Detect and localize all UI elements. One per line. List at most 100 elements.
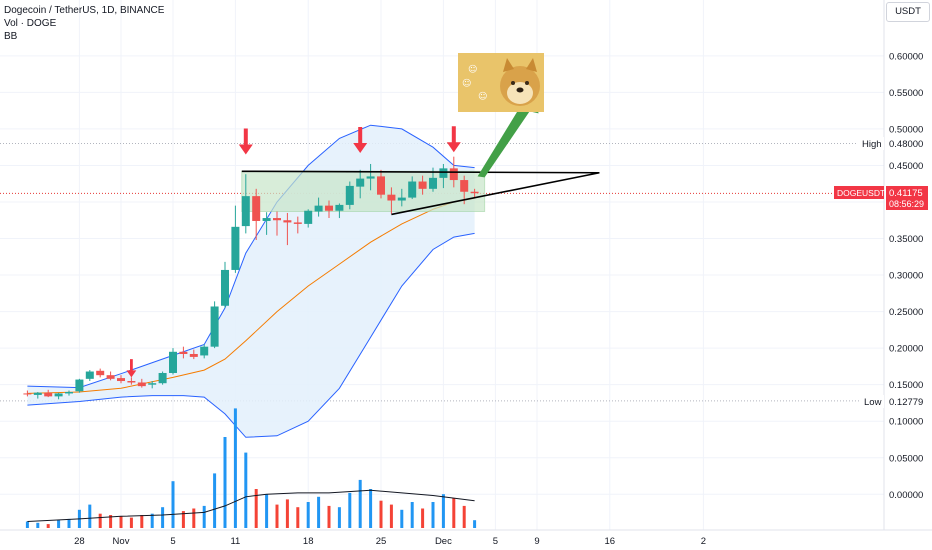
volume-bar bbox=[171, 481, 175, 528]
volume-bar bbox=[119, 516, 123, 528]
volume-bar bbox=[254, 489, 258, 528]
volume-bar bbox=[421, 508, 425, 528]
doge-meme-image: ☺ ☺ ☺ bbox=[458, 53, 544, 112]
candle-body bbox=[366, 176, 375, 179]
volume-bar bbox=[213, 473, 217, 528]
candle-body bbox=[137, 382, 146, 387]
high-name-box bbox=[858, 137, 884, 150]
chart-legend: Dogecoin / TetherUS, 1D, BINANCE Vol · D… bbox=[4, 4, 164, 43]
candle-body bbox=[148, 383, 157, 385]
volume-bar bbox=[46, 524, 50, 528]
volume-bar bbox=[233, 408, 237, 528]
candle-body bbox=[449, 168, 458, 181]
candle-body bbox=[85, 371, 94, 379]
candle-body bbox=[117, 378, 125, 382]
x-tick-label: 9 bbox=[534, 536, 539, 547]
x-tick-label: 2 bbox=[701, 536, 706, 547]
candle-body bbox=[356, 178, 365, 187]
volume-bar bbox=[285, 499, 289, 528]
candle-body bbox=[418, 181, 427, 189]
x-tick-label: 18 bbox=[303, 536, 314, 547]
price-tag bbox=[886, 186, 928, 210]
candle-body bbox=[169, 351, 177, 373]
volume-bar bbox=[181, 511, 185, 528]
red-down-arrow bbox=[126, 359, 137, 378]
candle-body bbox=[470, 191, 479, 194]
high-name-label: High bbox=[862, 139, 882, 150]
volume-bar bbox=[358, 479, 362, 528]
range-box bbox=[241, 170, 486, 212]
candles-layer bbox=[23, 156, 479, 400]
candle-body bbox=[210, 306, 219, 347]
volume-bar bbox=[400, 509, 404, 528]
y-tick-label: 0.20000 bbox=[889, 344, 923, 355]
candle-body bbox=[314, 205, 323, 212]
candle-body bbox=[179, 351, 188, 354]
candle-body bbox=[304, 210, 313, 224]
candle-body bbox=[377, 176, 385, 195]
candle-body bbox=[252, 196, 261, 221]
volume-bar bbox=[67, 518, 71, 528]
candle-body bbox=[189, 353, 198, 357]
volume-bar bbox=[275, 504, 279, 528]
range-box-layer bbox=[241, 170, 486, 212]
symbol-tag bbox=[834, 186, 884, 199]
volume-ma-line bbox=[27, 489, 475, 522]
x-tick-label: 28 bbox=[74, 536, 85, 547]
candle-body bbox=[262, 218, 271, 221]
price-axis: 0.600000.550000.500000.450000.400000.350… bbox=[883, 0, 932, 550]
volume-bar bbox=[88, 504, 92, 528]
low-value-label: 0.12779 bbox=[889, 397, 923, 408]
volume-bar bbox=[473, 520, 477, 528]
low-name-box bbox=[860, 395, 884, 408]
x-tick-label: 25 bbox=[376, 536, 387, 547]
candle-body bbox=[283, 220, 292, 223]
x-tick-label: 16 bbox=[605, 536, 616, 547]
red-down-arrow bbox=[353, 127, 368, 154]
candle-body bbox=[158, 372, 167, 384]
candle-body bbox=[127, 381, 136, 383]
volume-bar bbox=[192, 508, 196, 528]
candle-body bbox=[345, 185, 354, 205]
y-tick-label: 0.15000 bbox=[889, 380, 923, 391]
y-tick-label: 0.50000 bbox=[889, 124, 923, 135]
volume-bar bbox=[327, 505, 331, 528]
candle-body bbox=[439, 168, 448, 178]
volume-bar bbox=[25, 521, 29, 528]
red-down-arrow bbox=[446, 126, 461, 153]
high-value-label: 0.48000 bbox=[889, 139, 923, 150]
bollinger-lower-line bbox=[27, 232, 475, 438]
svg-text:☺: ☺ bbox=[468, 64, 477, 75]
volume-bar bbox=[348, 492, 352, 528]
volume-bar bbox=[202, 505, 206, 528]
y-tick-label: 0.45000 bbox=[889, 161, 923, 172]
price-axis-bg bbox=[884, 0, 932, 550]
y-tick-label: 0.55000 bbox=[889, 88, 923, 99]
candle-body bbox=[408, 181, 417, 198]
x-tick-label: 5 bbox=[170, 536, 175, 547]
candle-body bbox=[33, 392, 42, 395]
svg-text:☺: ☺ bbox=[462, 78, 471, 89]
volume-bar bbox=[98, 513, 102, 528]
axis-labels-layer: High 0.48000 Low 0.12779 DOGEUSDT 0.4117… bbox=[834, 137, 928, 408]
volume-bar bbox=[161, 507, 165, 528]
volume-bar bbox=[431, 502, 435, 528]
red-down-arrow bbox=[238, 128, 253, 155]
y-tick-label: 0.05000 bbox=[889, 453, 923, 464]
volume-bar bbox=[306, 502, 310, 528]
volume-bar bbox=[462, 505, 466, 528]
countdown-label: 08:56:29 bbox=[889, 199, 924, 209]
volume-bar bbox=[379, 500, 383, 528]
candle-body bbox=[241, 196, 250, 227]
volume-bar bbox=[441, 494, 445, 528]
volume-bar bbox=[265, 494, 269, 528]
volume-bar bbox=[36, 522, 40, 528]
candle-body bbox=[23, 393, 32, 395]
volume-bar bbox=[337, 507, 341, 528]
candle-body bbox=[325, 205, 333, 211]
volume-bar bbox=[129, 517, 133, 528]
candle-body bbox=[273, 218, 281, 221]
symbol-tag-label: DOGEUSDT bbox=[837, 188, 885, 198]
currency-button[interactable]: USDT bbox=[886, 2, 930, 22]
